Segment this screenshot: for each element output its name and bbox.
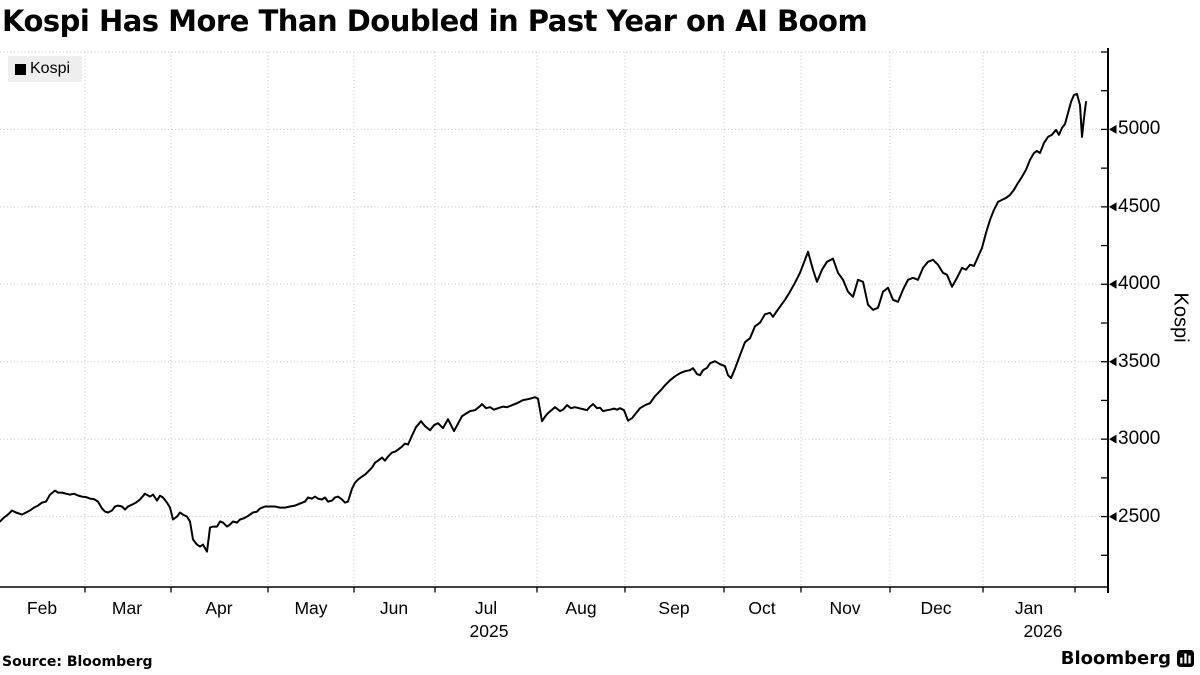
legend-label: Kospi [30,60,71,77]
y-tick-arrow-icon [1109,357,1117,367]
y-axis-title: Kospi [1169,292,1192,343]
legend-swatch-icon [15,63,26,75]
kospi-series-line [0,93,1087,553]
y-tick-arrow-icon [1109,202,1117,212]
y-tick-arrow-icon [1109,279,1117,289]
bloomberg-wordmark: Bloomberg [1060,648,1171,669]
y-tick-arrow-icon [1109,124,1117,134]
y-tick-arrow-icon [1109,512,1117,522]
bloomberg-logo: Bloomberg [1061,648,1194,669]
chart-title: Kospi Has More Than Doubled in Past Year… [2,4,868,38]
legend-chip[interactable]: Kospi [8,56,83,82]
source-note: Source: Bloomberg [2,654,153,670]
y-tick-arrow-icon [1109,434,1117,444]
bloomberg-mark-icon [1177,650,1194,667]
